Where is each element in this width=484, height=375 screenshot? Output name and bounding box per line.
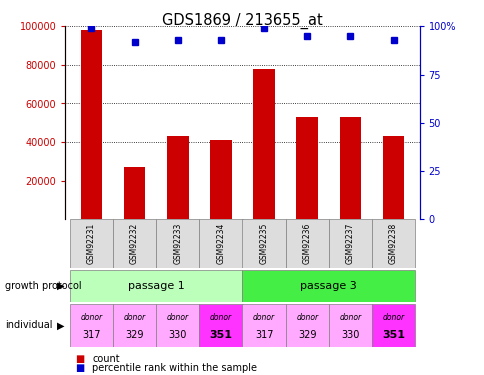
Text: 329: 329 <box>125 330 144 340</box>
Text: GSM92235: GSM92235 <box>259 223 268 264</box>
Bar <box>328 219 371 268</box>
Text: donor: donor <box>210 313 231 322</box>
Text: donor: donor <box>80 313 102 322</box>
Text: ▶: ▶ <box>57 320 64 330</box>
Bar <box>371 304 414 347</box>
Text: 351: 351 <box>209 330 232 340</box>
Bar <box>113 304 156 347</box>
Text: 330: 330 <box>341 330 359 340</box>
Text: donor: donor <box>253 313 274 322</box>
Text: GSM92234: GSM92234 <box>216 223 225 264</box>
Bar <box>371 219 414 268</box>
Bar <box>328 304 371 347</box>
Text: GSM92236: GSM92236 <box>302 223 311 264</box>
Text: donor: donor <box>382 313 404 322</box>
Text: 351: 351 <box>381 330 404 340</box>
Bar <box>70 270 242 302</box>
Bar <box>285 304 328 347</box>
Bar <box>210 140 231 219</box>
Text: ■: ■ <box>75 363 84 373</box>
Bar <box>123 167 145 219</box>
Text: percentile rank within the sample: percentile rank within the sample <box>92 363 257 373</box>
Bar <box>156 219 199 268</box>
Text: 329: 329 <box>297 330 316 340</box>
Text: GSM92238: GSM92238 <box>388 223 397 264</box>
Text: ▶: ▶ <box>57 281 64 291</box>
Bar <box>70 304 113 347</box>
Text: passage 3: passage 3 <box>300 281 357 291</box>
Bar <box>296 117 318 219</box>
Bar <box>242 270 414 302</box>
Bar <box>242 304 285 347</box>
Bar <box>199 304 242 347</box>
Text: GSM92237: GSM92237 <box>345 223 354 264</box>
Bar <box>382 136 404 219</box>
Bar <box>70 219 113 268</box>
Text: donor: donor <box>339 313 361 322</box>
Text: GSM92231: GSM92231 <box>87 223 96 264</box>
Text: growth protocol: growth protocol <box>5 281 81 291</box>
Text: passage 1: passage 1 <box>127 281 184 291</box>
Text: GDS1869 / 213655_at: GDS1869 / 213655_at <box>162 13 322 29</box>
Text: 317: 317 <box>254 330 273 340</box>
Text: count: count <box>92 354 120 364</box>
Bar <box>156 304 199 347</box>
Bar <box>253 69 274 219</box>
Text: 317: 317 <box>82 330 100 340</box>
Text: donor: donor <box>296 313 318 322</box>
Text: GSM92232: GSM92232 <box>130 223 139 264</box>
Bar <box>166 136 188 219</box>
Text: individual: individual <box>5 320 52 330</box>
Text: donor: donor <box>166 313 188 322</box>
Bar <box>113 219 156 268</box>
Bar <box>285 219 328 268</box>
Text: ■: ■ <box>75 354 84 364</box>
Bar <box>339 117 361 219</box>
Bar <box>199 219 242 268</box>
Text: donor: donor <box>123 313 145 322</box>
Text: GSM92233: GSM92233 <box>173 223 182 264</box>
Bar <box>80 30 102 219</box>
Bar <box>242 219 285 268</box>
Text: 330: 330 <box>168 330 186 340</box>
